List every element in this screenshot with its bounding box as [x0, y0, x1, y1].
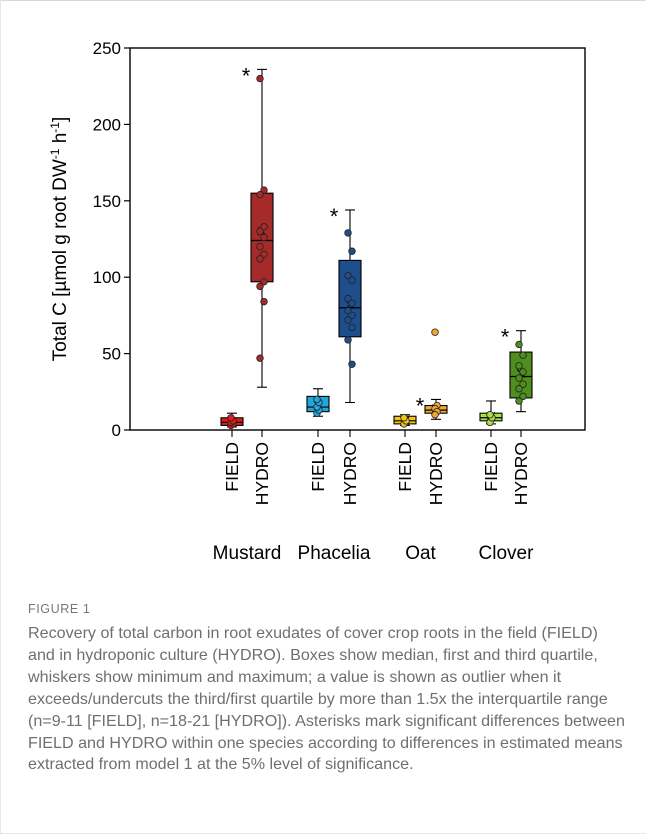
- data-point: [256, 242, 264, 251]
- data-point: [348, 323, 356, 332]
- data-point: [260, 297, 268, 306]
- figure-label: FIGURE 1: [28, 602, 91, 616]
- top-divider: [0, 0, 646, 1]
- x-tick-label: FIELD: [481, 442, 501, 492]
- data-point: [260, 233, 268, 242]
- data-point: [515, 340, 523, 349]
- y-tick-label: 150: [93, 192, 121, 211]
- figure-caption-text: Recovery of total carbon in root exudate…: [28, 624, 625, 774]
- data-point: [260, 223, 268, 231]
- x-tick-label: FIELD: [395, 442, 415, 492]
- data-point: [400, 414, 408, 422]
- data-point: [519, 392, 527, 401]
- species-label-clover: Clover: [479, 543, 535, 564]
- data-point: [260, 186, 268, 194]
- boxplot-chart: 0 50 100 150 200 250 Total C [µmol g root DW-1…: [48, 39, 586, 564]
- data-point: [515, 374, 523, 382]
- species-label-oat: Oat: [405, 543, 436, 564]
- data-point: [515, 362, 523, 370]
- data-point: [344, 271, 352, 280]
- data-point: [260, 278, 268, 286]
- y-tick-label: 0: [112, 421, 121, 440]
- data-point: [348, 299, 356, 307]
- data-point: [519, 380, 527, 388]
- data-point: [256, 74, 264, 83]
- data-point: [519, 368, 527, 376]
- data-point: [344, 336, 352, 344]
- x-tick-label: HYDRO: [252, 442, 272, 505]
- data-point: [515, 397, 523, 405]
- data-point: [227, 414, 235, 422]
- species-label-phacelia: Phacelia: [298, 543, 371, 564]
- data-point: [431, 328, 439, 336]
- y-tick-label: 200: [93, 115, 121, 134]
- data-point: [348, 276, 356, 284]
- x-tick-label: HYDRO: [511, 442, 531, 505]
- data-point: [313, 395, 321, 404]
- y-tick-label: 100: [93, 268, 121, 287]
- data-point: [519, 351, 527, 359]
- significance-asterisk: *: [330, 204, 339, 229]
- species-label-mustard: Mustard: [213, 543, 282, 564]
- data-point: [344, 307, 352, 315]
- figure-caption: FIGURE 1 Recovery of total carbon in roo…: [28, 602, 628, 776]
- data-point: [348, 311, 356, 320]
- data-point: [260, 250, 268, 258]
- data-point: [256, 255, 264, 263]
- x-tick-label: FIELD: [308, 442, 328, 492]
- data-point: [431, 411, 439, 419]
- y-tick-label: 250: [93, 39, 121, 58]
- data-point: [486, 411, 494, 419]
- data-point: [348, 360, 356, 368]
- data-point: [256, 282, 264, 291]
- data-point: [515, 385, 523, 393]
- plot-frame: [129, 47, 586, 431]
- data-point: [344, 229, 352, 237]
- data-point: [344, 294, 352, 303]
- significance-asterisk: *: [501, 325, 510, 350]
- data-point: [348, 247, 356, 255]
- significance-asterisk: *: [416, 393, 425, 418]
- x-tick-label: HYDRO: [340, 442, 360, 505]
- significance-asterisk: *: [242, 63, 251, 88]
- data-point: [256, 190, 264, 199]
- left-divider: [0, 0, 1, 834]
- y-axis-label: Total C [µmol g root DW-1 h-1]: [48, 117, 71, 362]
- y-tick-label: 50: [102, 345, 121, 364]
- data-point: [344, 316, 352, 324]
- x-tick-label: HYDRO: [426, 442, 446, 505]
- x-tick-label: FIELD: [222, 442, 242, 492]
- data-point: [256, 354, 264, 362]
- data-point: [256, 227, 264, 236]
